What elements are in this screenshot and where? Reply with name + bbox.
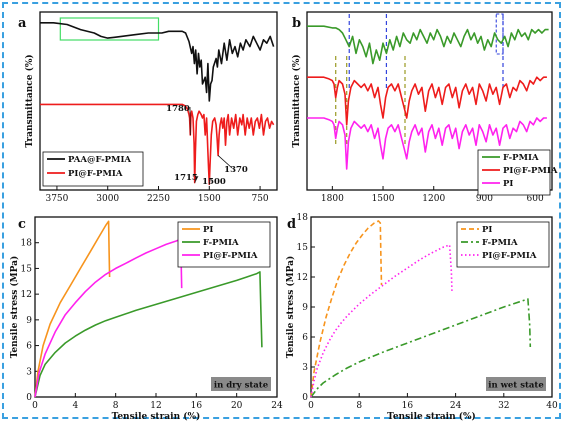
state-badge [211,377,271,391]
legend-label: PI [503,179,513,189]
legend-box [42,151,144,187]
panel-letter: d [287,217,296,232]
x-tick-label: 20 [231,401,243,411]
series-line-pi-f-pmia [34,238,183,398]
y-tick-label: 12 [297,273,308,283]
series-line-pi-f-pmia [310,244,453,398]
series-line-pi-f-pmia [307,76,547,126]
legend-label: PI [482,225,492,235]
legend-label: F-PMIA [203,238,239,248]
panel-letter: a [18,16,27,31]
y-tick-label: 9 [26,316,32,326]
y-axis-label: Transmittance (%) [291,54,302,147]
x-tick-label: 12 [150,401,161,411]
y-tick-label: 9 [302,303,308,313]
x-tick-label: 24 [450,401,462,411]
panel-letter: c [18,217,26,232]
x-axis-label: Tensile strain (%) [387,411,476,422]
legend-label: PI [203,225,213,235]
series-line-f-pmia [310,298,532,398]
y-tick-label: 18 [297,213,309,223]
legend-label: F-PMIA [482,238,518,248]
x-tick-label: 0 [308,401,314,411]
annotation-label: 1715 [174,173,198,183]
state-badge-label: in wet state [488,381,544,391]
x-tick-label: 1200 [422,194,445,204]
x-tick-label: 3000 [96,194,119,204]
series-line-pi-f-pmia [40,103,275,186]
panel-b: 1800 1500 1200 900 600 Transmittance (%) b F-PM… [291,11,558,204]
series-line-f-pmia [307,25,549,65]
marker-box [495,13,504,55]
x-axis-label: Tensile strain (%) [112,411,201,422]
y-tick-label: 6 [26,342,32,352]
legend-label: PI@F-PMIA [68,169,123,179]
series-line-pi [310,220,383,398]
annotation-pointer [217,155,233,169]
x-tick-label: 24 [271,401,283,411]
x-tick-label: 600 [527,194,544,204]
y-tick-label: 18 [21,239,33,249]
legend-label: PI@F-PMIA [203,251,258,261]
annotation-pointer [194,175,199,183]
y-axis-label: Tensile stress (MPa) [9,256,20,359]
plot-frame [306,11,553,191]
x-tick-label: 16 [402,401,414,411]
y-tick-label: 15 [297,243,309,253]
legend-label: PI@F-PMIA [482,251,537,261]
x-tick-label: 8 [356,401,362,411]
state-badge [486,377,546,391]
y-tick-label: 0 [302,393,308,403]
highlight-box [59,17,160,41]
panel-a: 3750 3000 2250 1500 750 Transmittance (%) a 178… [18,11,278,204]
legend-label: F-PMIA [503,153,539,163]
annotation-label: 1500 [202,177,226,187]
y-tick-label: 15 [21,264,33,274]
state-badge-label: in dry state [214,381,269,391]
x-tick-label: 0 [32,401,38,411]
series-line-pi [307,117,547,170]
x-tick-label: 900 [476,194,493,204]
x-tick-label: 16 [191,401,203,411]
y-tick-label: 3 [26,367,32,377]
figure-frame [2,2,561,419]
x-tick-label: 750 [251,194,268,204]
series-line-paa-f-pmia [40,22,275,102]
y-tick-label: 0 [26,393,32,403]
x-tick-label: 1500 [198,194,221,204]
annotation-label: 1370 [224,165,248,175]
x-tick-label: 8 [113,401,119,411]
legend-label: PI@F-PMIA [503,166,558,176]
legend-label: PAA@F-PMIA [68,155,131,165]
x-tick-label: 3750 [45,194,68,204]
x-tick-label: 40 [546,401,558,411]
x-tick-label: 1800 [321,194,344,204]
y-axis-label: Tensile stress (MPa) [285,256,296,359]
x-tick-label: 1500 [372,194,395,204]
annotation-label: 1780 [166,104,190,114]
series-line-pi [34,220,111,398]
panel-d: 0 8 16 24 32 40 0 3 6 9 12 15 18 Tensile stress (MPa)… [285,213,558,422]
x-tick-label: 32 [498,401,509,411]
y-axis-label: Transmittance (%) [24,54,35,147]
y-tick-label: 3 [302,363,308,373]
x-tick-label: 4 [72,401,78,411]
annotation-pointer [208,179,211,185]
series-line-f-pmia [34,271,263,398]
y-tick-label: 6 [302,333,308,343]
x-tick-label: 2250 [147,194,170,204]
panel-letter: b [292,16,301,31]
y-tick-label: 12 [21,290,32,300]
